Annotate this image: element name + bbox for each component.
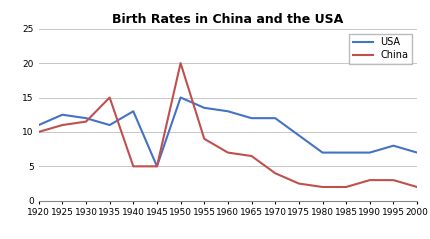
USA: [415, 151, 420, 154]
USA: [391, 144, 396, 147]
China: [344, 185, 349, 188]
USA: [36, 124, 41, 126]
USA: [273, 117, 278, 120]
China: [296, 182, 301, 185]
China: [391, 179, 396, 182]
USA: [249, 117, 254, 120]
China: [154, 165, 160, 168]
USA: [344, 151, 349, 154]
China: [415, 185, 420, 188]
USA: [320, 151, 325, 154]
China: [36, 130, 41, 133]
USA: [202, 106, 207, 109]
USA: [154, 165, 160, 168]
Line: USA: USA: [39, 98, 417, 166]
USA: [60, 113, 65, 116]
China: [225, 151, 230, 154]
China: [131, 165, 136, 168]
China: [367, 179, 372, 182]
China: [320, 185, 325, 188]
Line: China: China: [39, 63, 417, 187]
China: [273, 172, 278, 175]
China: [178, 62, 183, 65]
China: [202, 137, 207, 140]
USA: [367, 151, 372, 154]
Legend: USA, China: USA, China: [349, 33, 412, 64]
USA: [296, 134, 301, 137]
China: [60, 124, 65, 126]
China: [83, 120, 89, 123]
China: [249, 155, 254, 158]
USA: [225, 110, 230, 113]
USA: [178, 96, 183, 99]
Title: Birth Rates in China and the USA: Birth Rates in China and the USA: [112, 13, 344, 26]
USA: [107, 124, 112, 126]
USA: [131, 110, 136, 113]
China: [107, 96, 112, 99]
USA: [83, 117, 89, 120]
